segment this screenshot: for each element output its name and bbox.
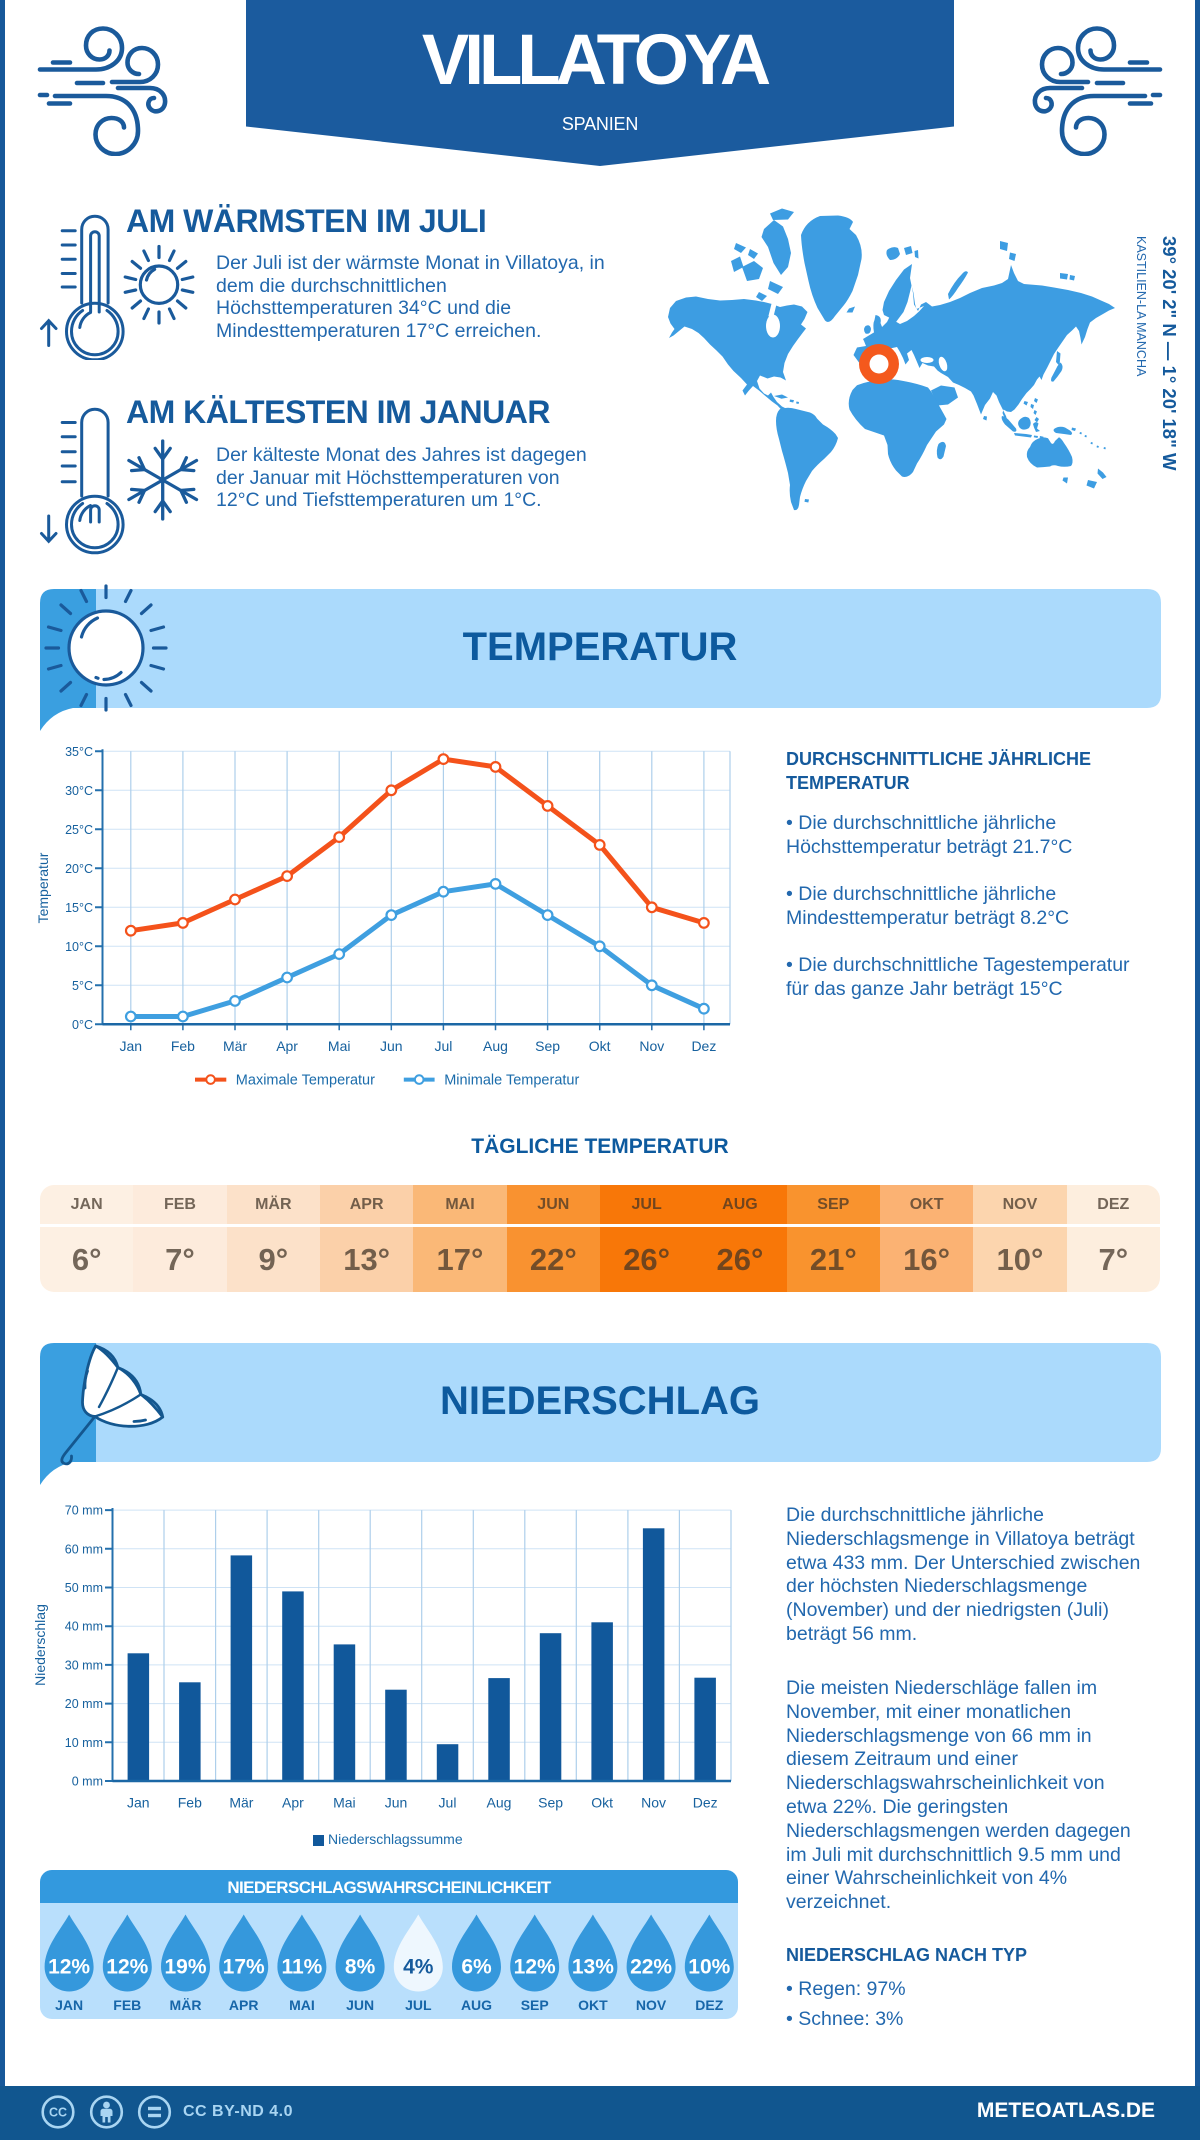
svg-text:12%: 12% <box>48 1956 90 1979</box>
svg-text:6%: 6% <box>461 1956 492 1979</box>
svg-text:Apr: Apr <box>282 1795 304 1811</box>
svg-text:11%: 11% <box>281 1956 322 1979</box>
svg-text:30 mm: 30 mm <box>65 1658 103 1672</box>
svg-text:70 mm: 70 mm <box>65 1504 103 1518</box>
svg-text:SEP: SEP <box>521 1997 549 2013</box>
svg-text:Mai: Mai <box>333 1795 356 1811</box>
svg-text:19%: 19% <box>164 1956 206 1979</box>
svg-text:Sep: Sep <box>535 1038 560 1054</box>
svg-text:12%: 12% <box>514 1956 556 1979</box>
svg-text:Okt: Okt <box>589 1038 611 1054</box>
svg-text:Nov: Nov <box>639 1038 664 1054</box>
svg-text:30°C: 30°C <box>65 784 93 798</box>
svg-text:Minimale Temperatur: Minimale Temperatur <box>444 1073 579 1089</box>
svg-text:20 mm: 20 mm <box>65 1697 103 1711</box>
svg-text:Jan: Jan <box>120 1038 143 1054</box>
svg-text:Aug: Aug <box>483 1038 508 1054</box>
svg-text:CC: CC <box>49 2106 67 2120</box>
svg-text:Sep: Sep <box>538 1795 563 1811</box>
svg-text:Aug: Aug <box>487 1795 512 1811</box>
svg-text:JUN: JUN <box>346 1997 374 2013</box>
svg-text:10%: 10% <box>688 1956 730 1979</box>
svg-text:Feb: Feb <box>171 1038 195 1054</box>
svg-text:12%: 12% <box>106 1956 148 1979</box>
svg-text:Feb: Feb <box>178 1795 202 1811</box>
svg-text:Mai: Mai <box>328 1038 351 1054</box>
svg-text:Maximale Temperatur: Maximale Temperatur <box>236 1073 375 1089</box>
svg-text:OKT: OKT <box>578 1997 608 2013</box>
svg-text:50 mm: 50 mm <box>65 1581 103 1595</box>
svg-text:5°C: 5°C <box>72 979 93 993</box>
svg-text:APR: APR <box>229 1997 259 2013</box>
svg-text:Dez: Dez <box>693 1795 718 1811</box>
svg-text:DEZ: DEZ <box>695 1997 723 2013</box>
svg-text:Mär: Mär <box>229 1795 253 1811</box>
svg-text:0 mm: 0 mm <box>72 1775 103 1789</box>
svg-text:Jul: Jul <box>434 1038 452 1054</box>
svg-text:60 mm: 60 mm <box>65 1542 103 1556</box>
svg-text:13%: 13% <box>572 1956 614 1979</box>
svg-text:20°C: 20°C <box>65 862 93 876</box>
svg-text:Nov: Nov <box>641 1795 666 1811</box>
svg-text:JAN: JAN <box>55 1997 83 2013</box>
svg-text:Jul: Jul <box>439 1795 457 1811</box>
svg-text:Apr: Apr <box>276 1038 298 1054</box>
svg-text:Niederschlag: Niederschlag <box>32 1604 48 1686</box>
svg-text:FEB: FEB <box>113 1997 141 2013</box>
svg-text:AUG: AUG <box>461 1997 492 2013</box>
svg-text:Dez: Dez <box>691 1038 716 1054</box>
svg-text:NOV: NOV <box>636 1997 667 2013</box>
svg-text:Okt: Okt <box>591 1795 613 1811</box>
svg-text:0°C: 0°C <box>72 1018 93 1032</box>
svg-text:Mär: Mär <box>223 1038 247 1054</box>
svg-text:25°C: 25°C <box>65 823 93 837</box>
svg-text:17%: 17% <box>223 1956 265 1979</box>
svg-text:8%: 8% <box>345 1956 376 1979</box>
svg-text:22%: 22% <box>630 1956 672 1979</box>
svg-text:10°C: 10°C <box>65 940 93 954</box>
svg-text:MÄR: MÄR <box>170 1997 202 2013</box>
svg-text:4%: 4% <box>403 1956 434 1979</box>
svg-text:MAI: MAI <box>289 1997 315 2013</box>
svg-text:15°C: 15°C <box>65 901 93 915</box>
svg-text:JUL: JUL <box>405 1997 432 2013</box>
svg-text:Jun: Jun <box>385 1795 408 1811</box>
svg-text:Jan: Jan <box>127 1795 150 1811</box>
svg-text:40 mm: 40 mm <box>65 1620 103 1634</box>
svg-text:10 mm: 10 mm <box>65 1736 103 1750</box>
svg-text:Jun: Jun <box>380 1038 403 1054</box>
svg-text:Temperatur: Temperatur <box>35 852 51 923</box>
svg-text:35°C: 35°C <box>65 745 93 759</box>
